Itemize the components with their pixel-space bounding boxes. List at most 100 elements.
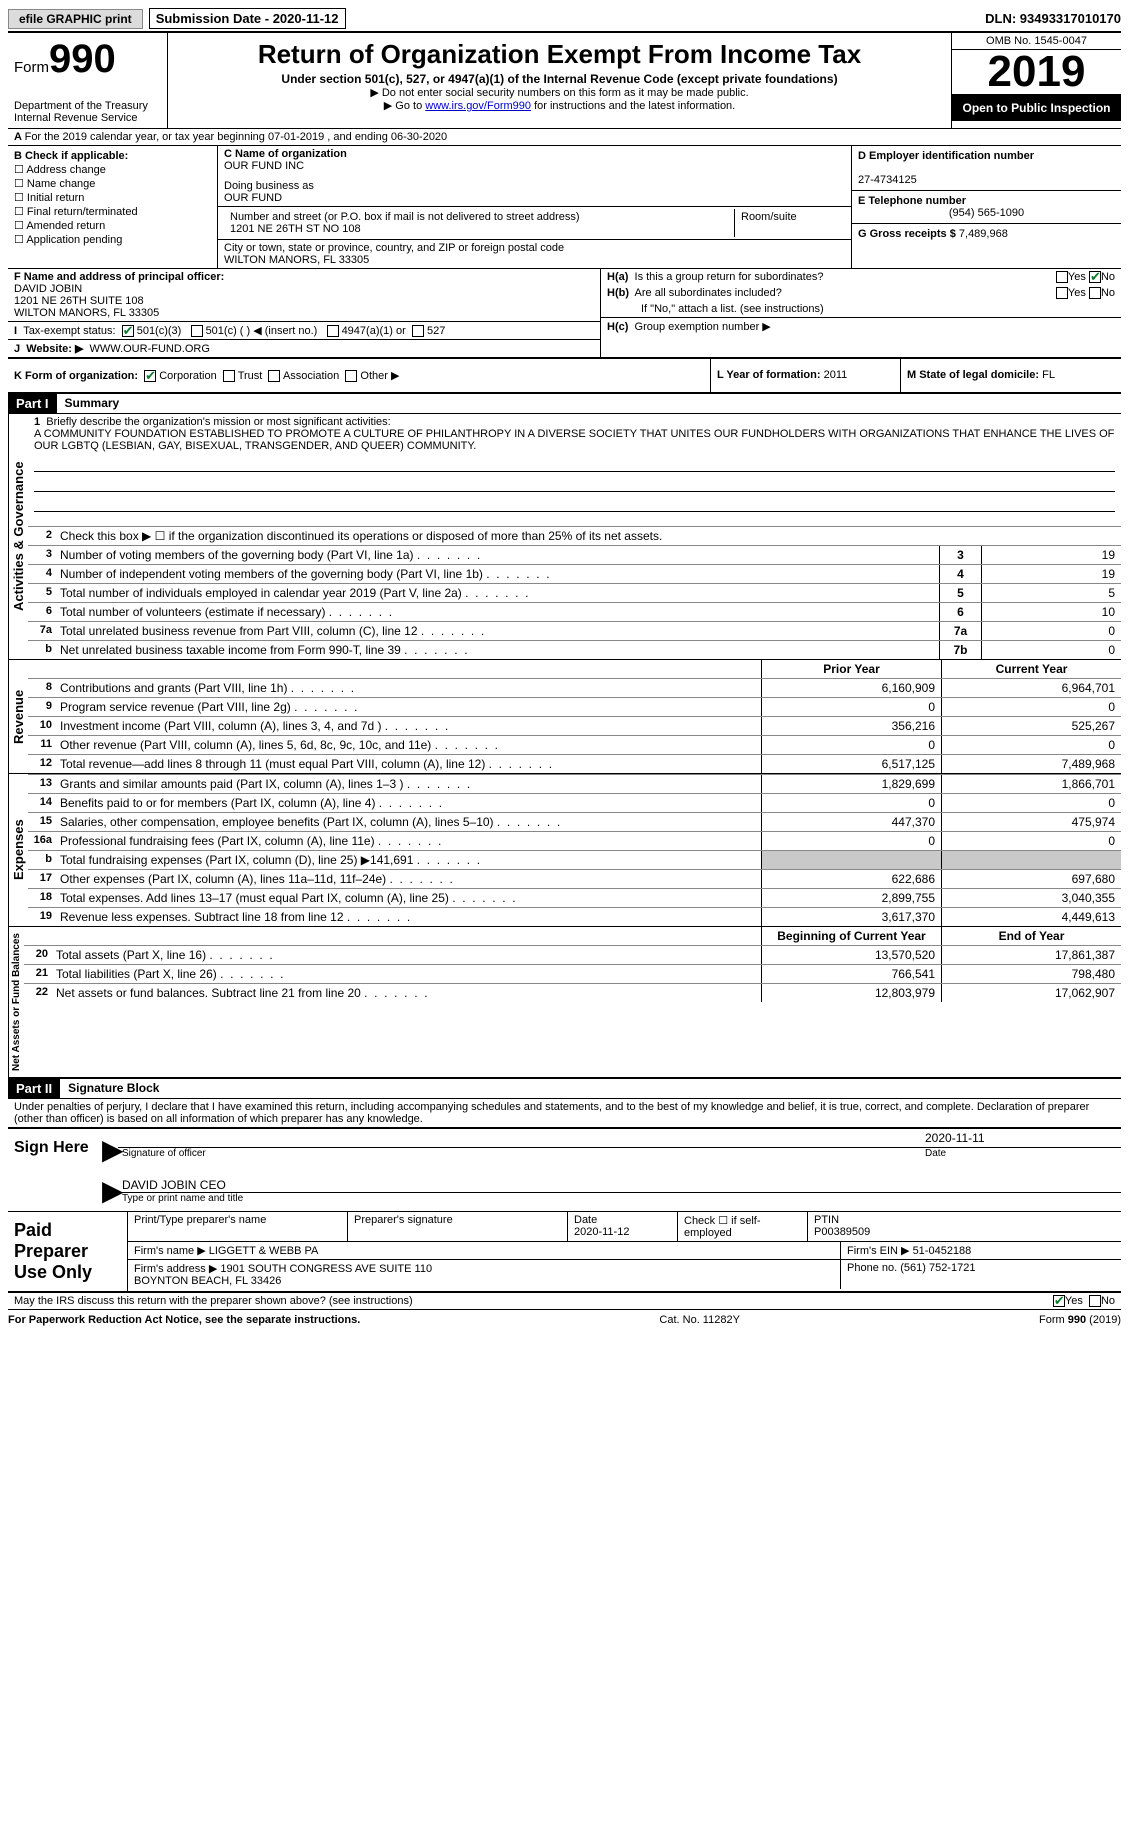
street: 1201 NE 26TH ST NO 108 bbox=[230, 223, 361, 235]
opt: 527 bbox=[427, 325, 445, 337]
opt: Other ▶ bbox=[360, 370, 399, 382]
chk-address[interactable]: ☐ Address change bbox=[14, 163, 211, 176]
rev-line: 10Investment income (Part VIII, column (… bbox=[28, 716, 1121, 735]
ha-no[interactable] bbox=[1089, 271, 1101, 283]
exp-line: 18Total expenses. Add lines 13–17 (must … bbox=[28, 888, 1121, 907]
line2: Check this box ▶ ☐ if the organization d… bbox=[56, 527, 1121, 545]
chk-final[interactable]: ☐ Final return/terminated bbox=[14, 205, 211, 218]
l-lbl: L Year of formation: bbox=[717, 369, 821, 381]
discuss-yes[interactable] bbox=[1053, 1295, 1065, 1307]
m-state: M State of legal domicile: FL bbox=[901, 359, 1121, 392]
i-lbl: Tax-exempt status: bbox=[23, 325, 115, 337]
gov-line: 6Total number of volunteers (estimate if… bbox=[28, 602, 1121, 621]
chk-initial[interactable]: ☐ Initial return bbox=[14, 191, 211, 204]
efile-btn[interactable]: efile GRAPHIC print bbox=[8, 9, 143, 29]
chk-name[interactable]: ☐ Name change bbox=[14, 177, 211, 190]
gov-section: Activities & Governance 1 Briefly descri… bbox=[8, 413, 1121, 659]
part1-hdr: Part I bbox=[8, 394, 57, 413]
k-assoc[interactable] bbox=[268, 370, 280, 382]
city: WILTON MANORS, FL 33305 bbox=[224, 254, 369, 266]
c-name: OUR FUND INC bbox=[224, 160, 304, 172]
d-ein: D Employer identification number 27-4734… bbox=[852, 146, 1121, 191]
k-form-org: K Form of organization: Corporation Trus… bbox=[8, 359, 711, 392]
discuss-row: May the IRS discuss this return with the… bbox=[8, 1293, 1121, 1310]
dln: DLN: 93493317010170 bbox=[985, 11, 1121, 26]
f-h-grid: F Name and address of principal officer:… bbox=[8, 269, 1121, 358]
firm-name: LIGGETT & WEBB PA bbox=[209, 1245, 319, 1257]
firm-addr-lbl: Firm's address ▶ bbox=[134, 1263, 217, 1275]
net-section: Net Assets or Fund Balances Beginning of… bbox=[8, 926, 1121, 1078]
hdr-end: End of Year bbox=[941, 927, 1121, 945]
p-self: Check ☐ if self-employed bbox=[678, 1212, 808, 1241]
exp-line: 19Revenue less expenses. Subtract line 1… bbox=[28, 907, 1121, 926]
exp-line: bTotal fundraising expenses (Part IX, co… bbox=[28, 850, 1121, 869]
note2-pre: ▶ Go to bbox=[384, 100, 425, 112]
form-header: Form990 Department of the Treasury Inter… bbox=[8, 31, 1121, 129]
irs-link[interactable]: www.irs.gov/Form990 bbox=[425, 100, 531, 112]
hdr-curr: Current Year bbox=[941, 660, 1121, 678]
f-officer: F Name and address of principal officer:… bbox=[8, 269, 600, 322]
hb-txt: Are all subordinates included? bbox=[635, 287, 782, 299]
c-city-box: City or town, state or province, country… bbox=[218, 240, 851, 268]
paid-preparer: Paid Preparer Use Only Print/Type prepar… bbox=[8, 1212, 1121, 1293]
opt: 4947(a)(1) or bbox=[342, 325, 406, 337]
firm-name-lbl: Firm's name ▶ bbox=[134, 1245, 206, 1257]
col-b: B Check if applicable: ☐ Address change … bbox=[8, 146, 218, 268]
h-a: H(a) Is this a group return for subordin… bbox=[601, 269, 1121, 285]
city-lbl: City or town, state or province, country… bbox=[224, 242, 564, 254]
l-year: L Year of formation: 2011 bbox=[711, 359, 901, 392]
chk-lbl: Name change bbox=[27, 178, 96, 190]
chk-pending[interactable]: ☐ Application pending bbox=[14, 233, 211, 246]
gov-line: 3Number of voting members of the governi… bbox=[28, 545, 1121, 564]
k-other[interactable] bbox=[345, 370, 357, 382]
footer-right: Form 990 (2019) bbox=[1039, 1314, 1121, 1326]
dba: OUR FUND bbox=[224, 192, 282, 204]
rev-line: 12Total revenue—add lines 8 through 11 (… bbox=[28, 754, 1121, 773]
part2-hdr: Part II bbox=[8, 1079, 60, 1098]
ha-yes[interactable] bbox=[1056, 271, 1068, 283]
opt: Association bbox=[283, 370, 339, 382]
h-b: H(b) Are all subordinates included? Yes … bbox=[601, 285, 1121, 301]
footer-mid: Cat. No. 11282Y bbox=[659, 1314, 740, 1326]
exp-line: 15Salaries, other compensation, employee… bbox=[28, 812, 1121, 831]
net-line: 21Total liabilities (Part X, line 26)766… bbox=[24, 964, 1121, 983]
rev-section: Revenue Prior Year Current Year 8Contrib… bbox=[8, 659, 1121, 773]
m-lbl: M State of legal domicile: bbox=[907, 369, 1039, 381]
footer-left: For Paperwork Reduction Act Notice, see … bbox=[8, 1314, 360, 1326]
hb-yes[interactable] bbox=[1056, 287, 1068, 299]
chk-4947[interactable] bbox=[327, 325, 339, 337]
mission-block: 1 Briefly describe the organization's mi… bbox=[28, 414, 1121, 526]
note2-post: for instructions and the latest informat… bbox=[531, 100, 735, 112]
c-street-box: Number and street (or P.O. box if mail i… bbox=[218, 207, 851, 240]
p-sig-lbl: Preparer's signature bbox=[348, 1212, 568, 1241]
chk-501c3[interactable] bbox=[122, 325, 134, 337]
dba-lbl: Doing business as bbox=[224, 180, 314, 192]
form-prefix: Form bbox=[14, 59, 49, 76]
header-info-grid: B Check if applicable: ☐ Address change … bbox=[8, 146, 1121, 269]
mission-lbl: Briefly describe the organization's miss… bbox=[46, 416, 390, 428]
opt: Corporation bbox=[159, 370, 216, 382]
f-addr2: WILTON MANORS, FL 33305 bbox=[14, 307, 159, 319]
rev-line: 11Other revenue (Part VIII, column (A), … bbox=[28, 735, 1121, 754]
note-1: ▶ Do not enter social security numbers o… bbox=[176, 86, 943, 99]
ha-txt: Is this a group return for subordinates? bbox=[635, 271, 824, 283]
k-corp[interactable] bbox=[144, 370, 156, 382]
phone: (561) 752-1721 bbox=[900, 1262, 975, 1274]
chk-501c[interactable] bbox=[191, 325, 203, 337]
chk-amended[interactable]: ☐ Amended return bbox=[14, 219, 211, 232]
k-trust[interactable] bbox=[223, 370, 235, 382]
sig-date: 2020-11-11 bbox=[921, 1129, 1121, 1147]
discuss-no[interactable] bbox=[1089, 1295, 1101, 1307]
dept: Department of the Treasury Internal Reve… bbox=[14, 100, 161, 124]
exp-line: 16aProfessional fundraising fees (Part I… bbox=[28, 831, 1121, 850]
tab-governance: Activities & Governance bbox=[8, 414, 28, 659]
chk-lbl: Application pending bbox=[26, 234, 122, 246]
part1-header: Part I Summary bbox=[8, 393, 1121, 413]
c-name-lbl: C Name of organization bbox=[224, 148, 347, 160]
g-lbl: G Gross receipts $ bbox=[858, 228, 956, 240]
hb-no[interactable] bbox=[1089, 287, 1101, 299]
form-no: 990 bbox=[49, 37, 116, 81]
chk-527[interactable] bbox=[412, 325, 424, 337]
street-lbl: Number and street (or P.O. box if mail i… bbox=[230, 211, 580, 223]
d-val: 27-4734125 bbox=[858, 174, 917, 186]
